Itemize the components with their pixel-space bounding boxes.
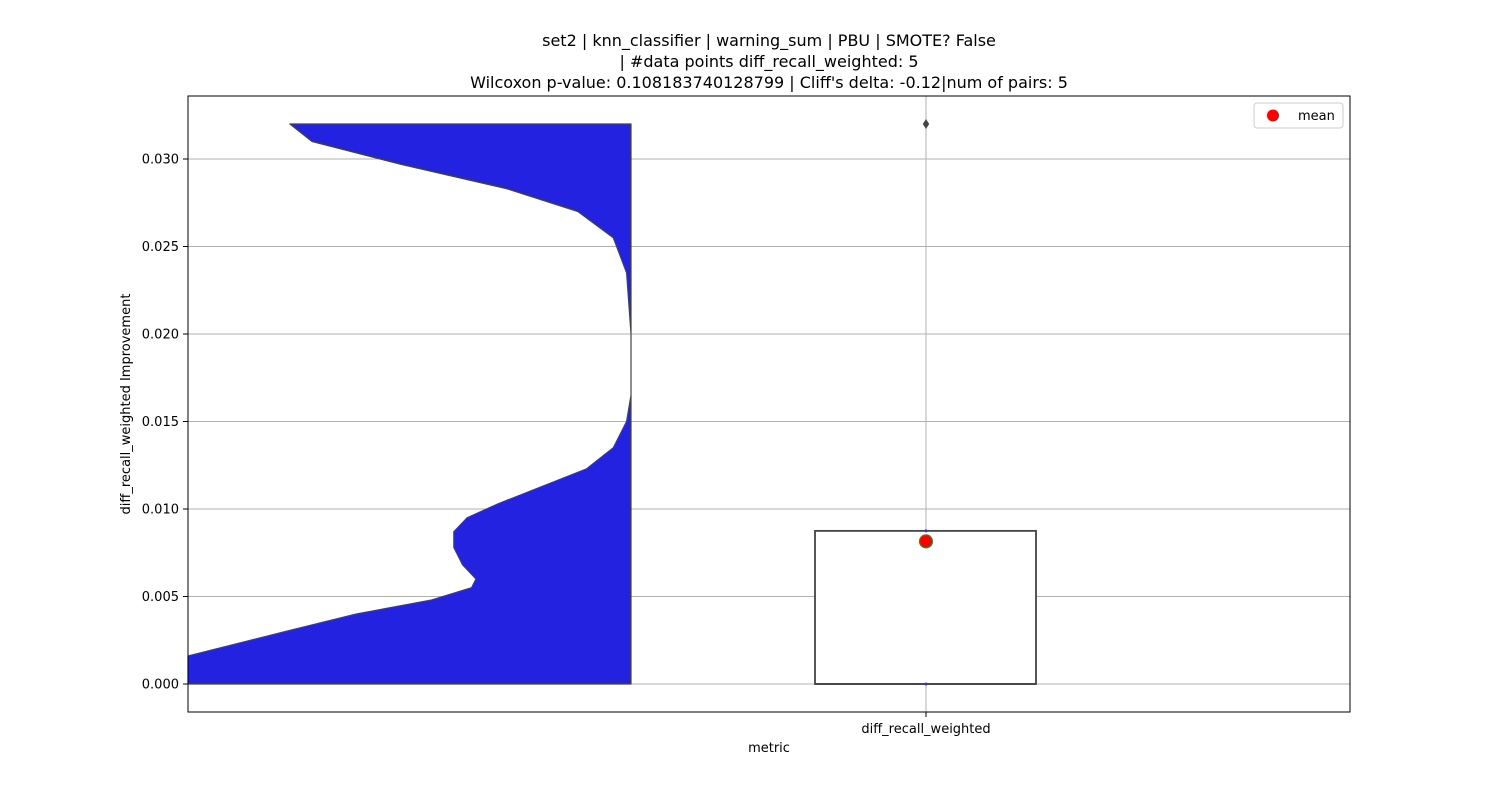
y-tick-label: 0.020 — [142, 328, 179, 343]
legend-box — [1253, 102, 1344, 129]
plot-frame — [187, 95, 1351, 713]
x-tick-label: diff_recall_weighted — [861, 722, 990, 737]
y-axis-label: diff_recall_weighted Improvement — [119, 294, 134, 515]
whisker-low-cap — [924, 682, 928, 686]
y-tick-label: 0.015 — [142, 415, 179, 430]
y-tick-label: 0.010 — [142, 503, 179, 518]
y-tick-label: 0.000 — [142, 678, 179, 693]
legend-mean-marker — [1267, 109, 1279, 122]
chart-title-line-1: set2 | knn_classifier | warning_sum | PB… — [542, 31, 996, 51]
y-ticks: 0.000 0.005 0.010 0.015 0.020 0.025 0.030 — [142, 153, 188, 693]
whisker-high-cap — [924, 529, 928, 533]
violin-layer — [187, 123, 632, 685]
box-layer — [814, 119, 1037, 686]
chart-title-line-3: Wilcoxon p-value: 0.108183740128799 | Cl… — [470, 73, 1068, 92]
outlier-point — [922, 119, 930, 129]
mean-marker — [918, 534, 934, 549]
violin-body — [187, 123, 632, 685]
chart-title-line-2: | #data points diff_recall_weighted: 5 — [619, 52, 918, 72]
y-tick-label: 0.025 — [142, 240, 179, 255]
legend-mean-label: mean — [1298, 109, 1335, 124]
box-iqr — [814, 529, 1037, 685]
x-ticks: diff_recall_weighted — [861, 712, 991, 737]
legend: mean — [1253, 102, 1344, 129]
y-tick-label: 0.005 — [142, 590, 179, 605]
x-axis-label: metric — [748, 741, 790, 756]
y-tick-label: 0.030 — [142, 153, 179, 168]
